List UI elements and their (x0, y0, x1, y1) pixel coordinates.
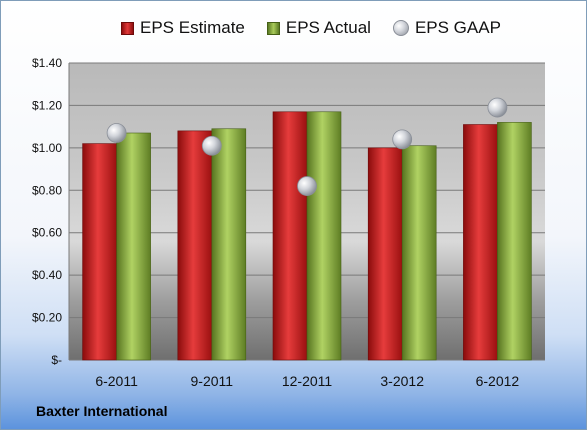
bar-estimate (177, 130, 213, 361)
legend-item-estimate: EPS Estimate (121, 18, 245, 38)
y-tick-label: $1.40 (32, 56, 62, 70)
legend-label-gaap: EPS GAAP (414, 18, 501, 37)
x-tick-label: 6-2011 (95, 373, 138, 389)
gaap-point (106, 123, 127, 143)
x-tick-label: 12-2011 (282, 373, 333, 389)
y-tick-label: $- (51, 353, 62, 367)
y-tick-label: $0.60 (32, 226, 62, 240)
gaap-point (487, 97, 508, 118)
bar-actual (211, 128, 247, 361)
bar-actual (306, 111, 342, 361)
y-tick-label: $0.20 (32, 311, 62, 325)
y-axis: $1.40 $1.20 $1.00 $0.80 $0.60 $0.40 $0.20 $- (32, 56, 62, 367)
y-tick-label: $1.20 (32, 98, 62, 112)
legend-label-actual: EPS Actual (285, 18, 371, 37)
bar-series (82, 111, 532, 361)
x-tick-label: 9-2011 (191, 373, 234, 389)
bar-estimate (82, 143, 117, 361)
y-tick-label: $0.80 (32, 183, 62, 197)
x-axis: 6-2011 9-2011 12-2011 3-2012 6-2012 (95, 373, 519, 389)
gaap-point (392, 129, 413, 150)
legend-swatch-estimate (121, 21, 134, 35)
company-name: Baxter International (36, 403, 168, 419)
bar-estimate (463, 124, 498, 361)
bar-actual (116, 132, 151, 361)
y-tick-label: $0.40 (32, 268, 62, 282)
legend-label-estimate: EPS Estimate (140, 18, 245, 37)
x-tick-label: 3-2012 (380, 373, 424, 389)
x-tick-label: 6-2012 (476, 373, 520, 389)
gaap-points (106, 97, 508, 196)
gaap-point (201, 135, 222, 156)
legend-item-gaap: EPS GAAP (392, 18, 501, 38)
bar-actual (497, 122, 532, 361)
legend-item-actual: EPS Actual (266, 18, 371, 38)
bar-estimate (367, 147, 403, 361)
legend-swatch-gaap (392, 20, 409, 36)
y-tick-label: $1.00 (32, 141, 62, 155)
gaap-point (297, 176, 317, 196)
legend-swatch-actual (266, 21, 280, 35)
bar-estimate (272, 111, 308, 361)
legend: EPS Estimate EPS Actual EPS GAAP (121, 18, 523, 38)
bar-actual (401, 145, 437, 361)
